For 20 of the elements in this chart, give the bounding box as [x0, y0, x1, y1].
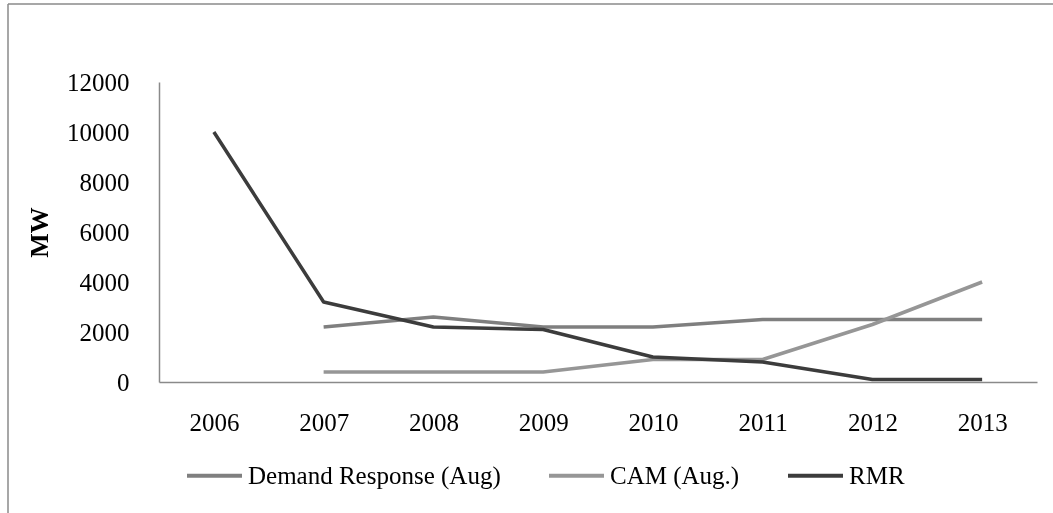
y-axis-title: MW	[25, 207, 54, 258]
legend-label: RMR	[849, 461, 905, 489]
x-tick-label: 2008	[408, 408, 459, 436]
y-tick-label: 4000	[79, 268, 130, 296]
x-tick-label: 2009	[518, 408, 569, 436]
y-tick-label: 12000	[67, 68, 130, 96]
x-tick-label: 2013	[957, 408, 1008, 436]
x-tick-label: 2010	[628, 408, 679, 436]
y-tick-label: 6000	[79, 218, 130, 246]
legend-label: CAM (Aug.)	[610, 461, 740, 490]
x-tick-label: 2011	[738, 408, 788, 436]
line-series	[212, 130, 984, 382]
y-tick-label: 2000	[79, 318, 130, 346]
legend-label: Demand Response (Aug)	[248, 461, 501, 490]
y-tick-label: 0	[117, 368, 130, 396]
x-tick-label: 2007	[299, 408, 350, 436]
y-tick-label: 10000	[67, 118, 130, 146]
x-tick-label: 2006	[189, 408, 240, 436]
x-tick-label: 2012	[847, 408, 898, 436]
y-tick-label: 8000	[79, 168, 130, 196]
